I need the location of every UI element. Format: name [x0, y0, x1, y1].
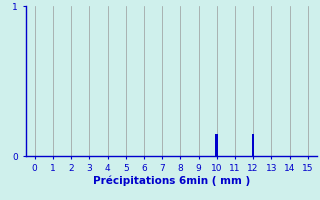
Bar — [215, 134, 218, 156]
X-axis label: Précipitations 6min ( mm ): Précipitations 6min ( mm ) — [92, 175, 250, 186]
Bar — [252, 134, 254, 156]
